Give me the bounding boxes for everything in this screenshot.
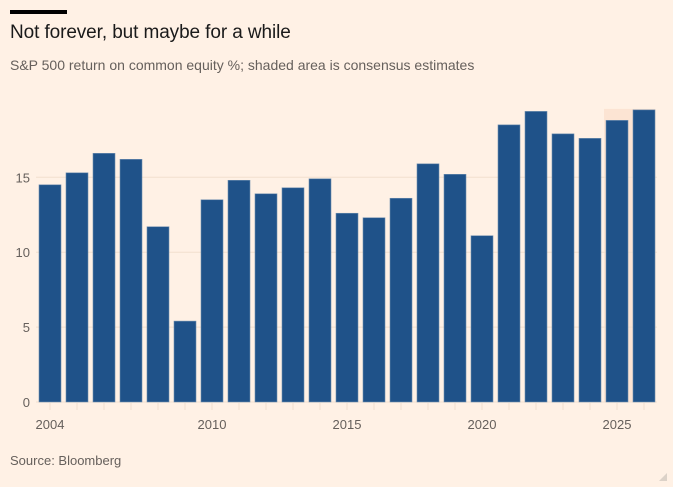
x-tick-label: 2020 bbox=[468, 417, 497, 432]
bar-2009 bbox=[173, 320, 197, 403]
bar-2017 bbox=[389, 197, 413, 403]
x-ticks bbox=[49, 403, 645, 410]
bar-2023 bbox=[551, 133, 575, 403]
x-tick-label: 2010 bbox=[198, 417, 227, 432]
bar-2025 bbox=[605, 120, 629, 403]
source-note: Source: Bloomberg bbox=[10, 453, 122, 468]
bar-2024 bbox=[578, 138, 602, 403]
bar-2021 bbox=[497, 124, 521, 403]
bar-2020 bbox=[470, 235, 494, 403]
bar-2018 bbox=[416, 163, 440, 403]
y-axis-labels: 0 5 10 15 bbox=[16, 170, 30, 410]
bar-2022 bbox=[524, 111, 548, 403]
bars bbox=[38, 109, 656, 403]
bar-2004 bbox=[38, 184, 62, 403]
resize-handle-icon[interactable] bbox=[659, 473, 667, 481]
y-tick-label: 15 bbox=[16, 170, 30, 185]
bar-2005 bbox=[65, 172, 89, 403]
bar-2016 bbox=[362, 217, 386, 403]
y-tick-label: 0 bbox=[23, 395, 30, 410]
x-tick-label: 2015 bbox=[333, 417, 362, 432]
x-axis-labels: 2004 2010 2015 2020 2025 bbox=[36, 417, 632, 432]
x-tick-label: 2004 bbox=[36, 417, 65, 432]
brand-accent-bar bbox=[10, 10, 67, 14]
bar-2015 bbox=[335, 212, 359, 403]
bar-2013 bbox=[281, 187, 305, 403]
bar-2011 bbox=[227, 179, 251, 403]
bar-2014 bbox=[308, 178, 332, 403]
x-tick-label: 2025 bbox=[603, 417, 632, 432]
bar-2007 bbox=[119, 159, 143, 403]
y-tick-label: 10 bbox=[16, 245, 30, 260]
chart-subtitle: S&P 500 return on common equity %; shade… bbox=[10, 57, 475, 73]
bar-2008 bbox=[146, 226, 170, 403]
bar-2019 bbox=[443, 174, 467, 403]
chart-title: Not forever, but maybe for a while bbox=[10, 22, 291, 43]
bar-2026 bbox=[632, 109, 656, 403]
bar-2010 bbox=[200, 199, 224, 403]
bar-2012 bbox=[254, 193, 278, 403]
y-tick-label: 5 bbox=[23, 320, 30, 335]
bar-2006 bbox=[92, 153, 116, 403]
